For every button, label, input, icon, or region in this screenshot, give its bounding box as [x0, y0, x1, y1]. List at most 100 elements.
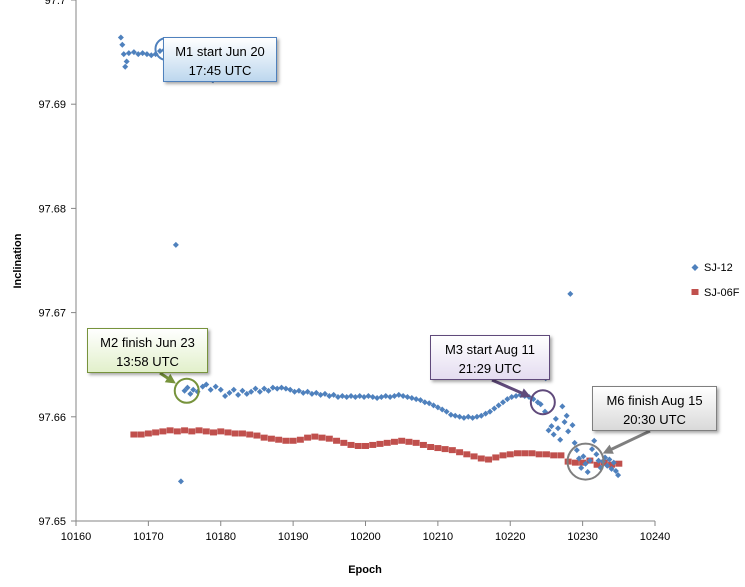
data-point — [559, 403, 566, 410]
data-point — [434, 445, 442, 452]
annotation-arrowhead-m3 — [519, 388, 531, 398]
data-point — [571, 459, 579, 466]
data-point — [308, 390, 315, 397]
data-point — [278, 384, 285, 391]
annotation-arrowhead-m2 — [164, 373, 176, 384]
axes: 97.65 97.66 97.67 97.68 97.69 97.7 10160 10170… — [38, 0, 670, 543]
data-point — [580, 453, 587, 460]
data-point — [395, 391, 402, 398]
data-point — [434, 404, 441, 411]
x-axis-title: Epoch — [348, 564, 382, 576]
data-point — [184, 384, 191, 391]
data-point — [535, 451, 543, 458]
data-point — [430, 402, 437, 409]
data-point — [485, 456, 493, 463]
data-point — [593, 451, 600, 458]
y-tick-label: 97.67 — [38, 308, 66, 320]
data-point — [569, 422, 576, 429]
data-point — [571, 439, 578, 446]
data-point — [139, 50, 146, 57]
data-point — [261, 385, 268, 392]
data-point — [287, 386, 294, 393]
y-tick-label: 97.7 — [45, 0, 66, 7]
annotation-circle-m2 — [173, 377, 200, 404]
y-tick-label: 97.66 — [38, 412, 66, 424]
data-point — [610, 459, 617, 466]
data-point — [576, 455, 583, 462]
data-point — [217, 386, 224, 393]
data-point — [222, 392, 229, 399]
data-point — [300, 389, 307, 396]
data-point — [563, 412, 570, 419]
data-point — [555, 425, 562, 432]
data-point — [340, 439, 348, 446]
data-point — [148, 52, 155, 59]
data-point — [492, 454, 500, 461]
data-point — [173, 428, 181, 435]
annotation-circle-m3 — [529, 389, 556, 416]
data-point — [356, 392, 363, 399]
data-point — [230, 386, 237, 393]
data-point — [469, 414, 476, 421]
legend: SJ-12 SJ-06F — [691, 262, 740, 299]
data-point — [330, 391, 337, 398]
data-point — [612, 467, 619, 474]
data-point — [348, 392, 355, 399]
legend-label-sj12: SJ-12 — [704, 262, 733, 274]
data-point — [122, 63, 129, 70]
y-tick-label: 97.68 — [38, 203, 66, 215]
data-point — [339, 392, 346, 399]
data-point — [582, 460, 589, 467]
legend-marker-sj12 — [691, 264, 699, 271]
data-point — [604, 462, 611, 469]
data-point — [248, 388, 255, 395]
data-point — [207, 386, 214, 393]
data-point — [275, 436, 283, 443]
data-point — [528, 450, 536, 457]
x-tick-label: 10190 — [278, 531, 309, 543]
data-point — [181, 427, 189, 434]
data-point — [427, 444, 435, 451]
data-point — [354, 442, 362, 449]
annotation-arrow-m6 — [607, 429, 651, 453]
data-point — [477, 455, 485, 462]
data-point — [419, 441, 427, 448]
data-point — [156, 48, 163, 55]
data-point — [378, 394, 385, 401]
data-point — [125, 50, 132, 57]
data-point — [374, 395, 381, 402]
data-point — [265, 387, 272, 394]
legend-label-sj06f: SJ-06F — [704, 287, 740, 299]
callout-m1: M1 start Jun 20 17:45 UTC — [163, 37, 277, 82]
x-tick-label: 10200 — [350, 531, 381, 543]
data-point — [361, 394, 368, 401]
callout-m6-line2: 20:30 UTC — [623, 412, 686, 427]
data-point — [120, 51, 127, 58]
data-point — [256, 388, 263, 395]
data-point — [202, 428, 210, 435]
data-point — [557, 452, 565, 459]
data-point — [470, 453, 478, 460]
data-point — [404, 394, 411, 401]
data-point — [608, 465, 615, 472]
data-point — [235, 391, 242, 398]
data-point — [421, 399, 428, 406]
data-point — [513, 450, 521, 457]
data-point — [190, 386, 197, 393]
series-sj06f — [130, 427, 623, 468]
data-point — [188, 428, 196, 435]
x-axis-ticks: 10160 10170 10180 10190 10200 10210 10220 10230… — [61, 521, 670, 543]
data-point — [282, 385, 289, 392]
data-point — [463, 451, 471, 458]
data-point — [495, 402, 502, 409]
data-point — [417, 397, 424, 404]
data-point — [210, 429, 218, 436]
data-point — [313, 389, 320, 396]
data-point — [390, 438, 398, 445]
data-point — [159, 428, 167, 435]
legend-item-sj06f: SJ-06F — [691, 287, 740, 299]
annotation-layer — [154, 36, 651, 481]
data-point — [491, 405, 498, 412]
data-point — [369, 441, 377, 448]
data-point — [267, 435, 275, 442]
